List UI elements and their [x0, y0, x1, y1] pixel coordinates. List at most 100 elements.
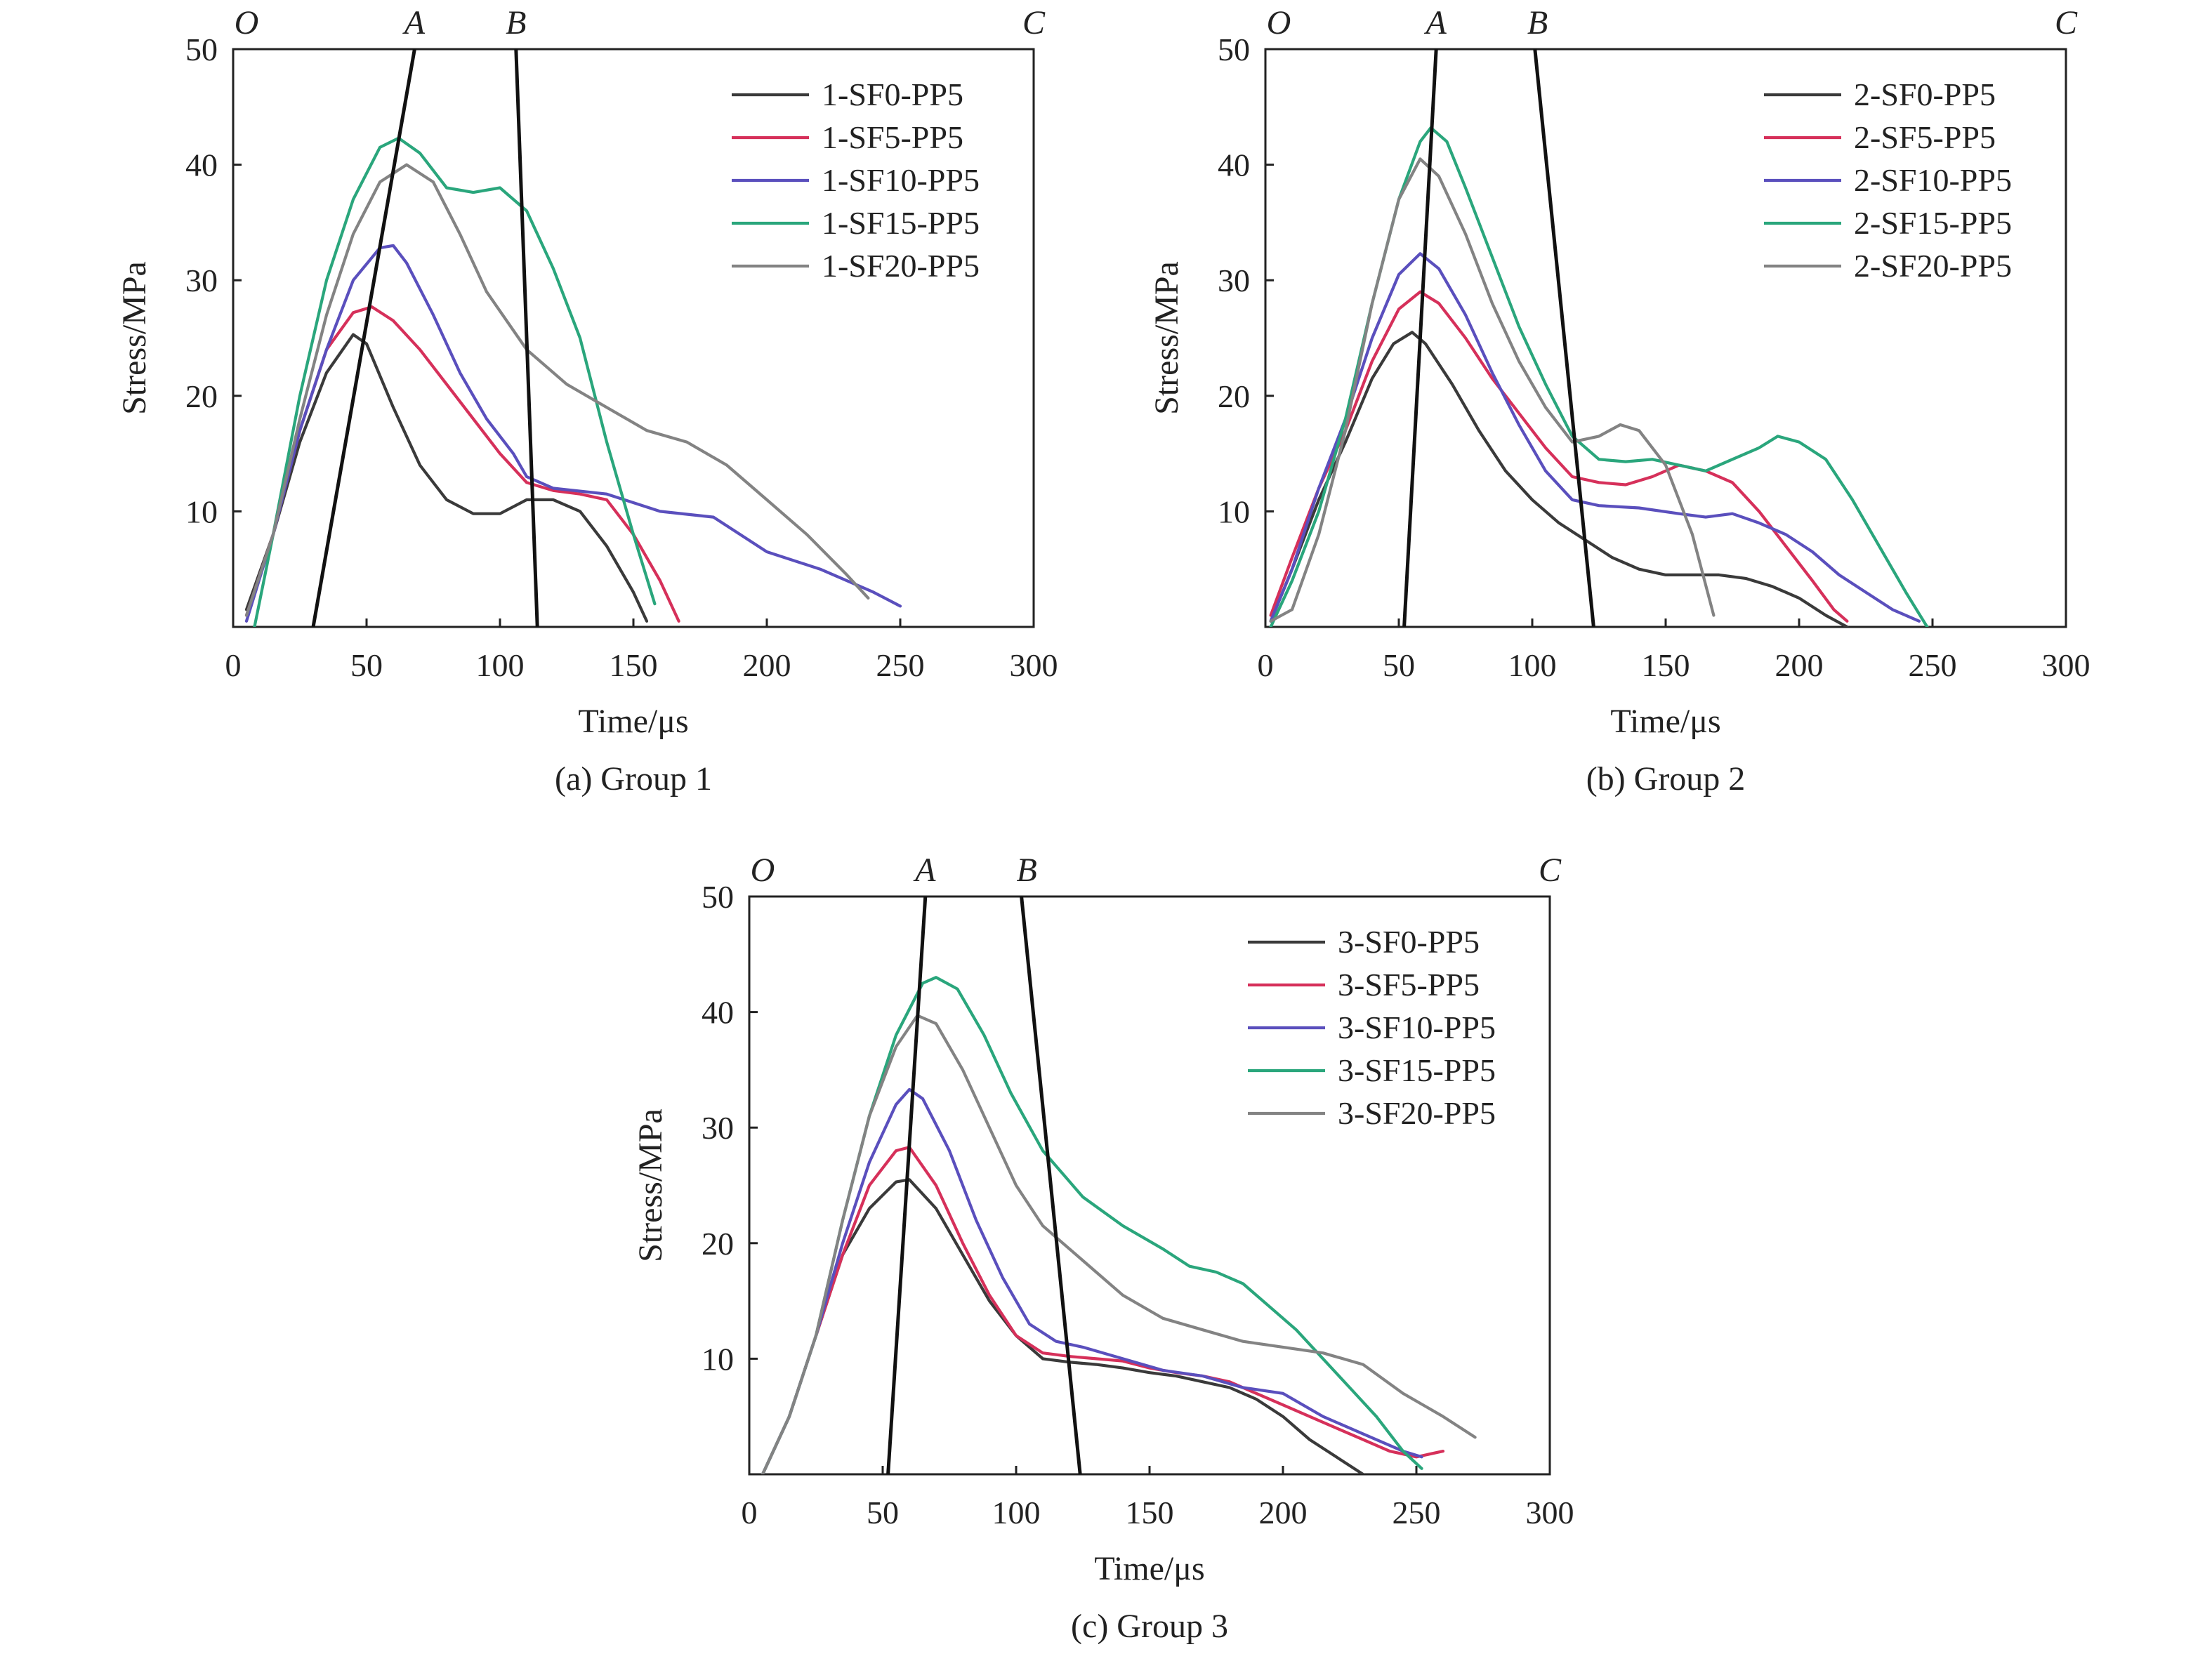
chart-panel: 0 50 100 150 200 250 300 10 20 30 40 50 Time/μs Stres…: [632, 852, 1574, 1645]
x-tick-label: 300: [2042, 647, 2091, 683]
y-tick-label: 50: [185, 32, 218, 67]
y-tick-label: 30: [185, 263, 218, 298]
stage-marker-label: A: [1424, 4, 1447, 41]
legend: 1-SF0-PP5 1-SF5-PP5 1-SF10-PP5 1-SF15-PP5 1-…: [732, 77, 980, 284]
stage-marker-label: B: [506, 4, 526, 41]
x-tick-label: 100: [1508, 647, 1557, 683]
y-tick-label: 50: [1218, 32, 1250, 67]
legend-label: 2-SF10-PP5: [1854, 162, 2012, 198]
series-line: [244, 163, 870, 617]
series-line: [761, 976, 1423, 1474]
legend-label: 2-SF5-PP5: [1854, 119, 1996, 155]
chart-panel: 0 50 100 150 200 250 300 10 20 30 40 50 Time/μs Stres…: [1148, 4, 2091, 798]
y-tick-label: 40: [1218, 147, 1250, 183]
x-axis-label: Time/μs: [1094, 1550, 1204, 1587]
legend-label: 3-SF20-PP5: [1338, 1095, 1496, 1131]
x-tick-label: 50: [350, 647, 383, 683]
x-axis-label: Time/μs: [578, 703, 688, 740]
legend-label: 3-SF0-PP5: [1338, 924, 1480, 960]
series-group: [761, 897, 1477, 1474]
x-tick-label: 300: [1010, 647, 1058, 683]
series-line: [761, 1087, 1423, 1474]
stage-marker-label: O: [1267, 4, 1291, 41]
series-line: [1269, 126, 1929, 627]
legend-label: 2-SF20-PP5: [1854, 248, 2012, 284]
legend-label: 1-SF0-PP5: [822, 77, 963, 112]
stage-marker-label: C: [1539, 852, 1562, 889]
y-tick-label: 40: [702, 995, 734, 1031]
stage-boundary-line: [1533, 49, 1595, 627]
stage-marker-label: A: [913, 852, 936, 889]
legend-label: 1-SF10-PP5: [822, 162, 980, 198]
series-line: [253, 136, 657, 627]
y-tick-label: 50: [702, 879, 734, 915]
x-tick-label: 0: [1258, 647, 1274, 683]
x-tick-label: 200: [743, 647, 791, 683]
x-tick-label: 200: [1259, 1495, 1308, 1530]
stage-marker-label: B: [1527, 4, 1548, 41]
x-tick-label: 100: [992, 1495, 1041, 1530]
legend-label: 2-SF15-PP5: [1854, 205, 2012, 241]
series-group: [244, 49, 902, 627]
series-line: [761, 1146, 1445, 1474]
y-tick-label: 10: [1218, 494, 1250, 529]
y-tick-label: 20: [185, 378, 218, 414]
y-tick-label: 30: [702, 1110, 734, 1146]
legend: 2-SF0-PP5 2-SF5-PP5 2-SF10-PP5 2-SF15-PP5 2-…: [1764, 77, 2012, 284]
chart-panel: 0 50 100 150 200 250 300 10 20 30 40 50 Time/μs Stres…: [116, 4, 1058, 798]
y-axis-label: Stress/MPa: [1148, 261, 1185, 415]
x-axis-label: Time/μs: [1610, 703, 1720, 740]
x-tick-label: 150: [1126, 1495, 1174, 1530]
series-line: [244, 244, 902, 623]
legend-label: 1-SF5-PP5: [822, 119, 963, 155]
stage-boundary-line: [514, 49, 539, 627]
series-group: [1269, 49, 1929, 627]
panel-caption: (a) Group 1: [555, 760, 712, 798]
stage-marker-label: C: [2055, 4, 2078, 41]
legend-label: 3-SF5-PP5: [1338, 967, 1480, 1003]
y-axis-label: Stress/MPa: [632, 1109, 669, 1262]
panel-caption: (c) Group 3: [1071, 1608, 1228, 1645]
series-line: [1269, 290, 1849, 623]
stage-marker-label: C: [1022, 4, 1046, 41]
y-tick-label: 10: [185, 494, 218, 529]
stage-boundary-line: [886, 897, 928, 1474]
legend: 3-SF0-PP5 3-SF5-PP5 3-SF10-PP5 3-SF15-PP5 3-…: [1248, 924, 1496, 1131]
series-line: [1269, 252, 1921, 623]
x-tick-label: 0: [742, 1495, 758, 1530]
series-line: [1269, 157, 1716, 623]
series-line: [1269, 331, 1849, 627]
series-line: [761, 1178, 1365, 1474]
y-tick-label: 40: [185, 147, 218, 183]
legend-label: 3-SF15-PP5: [1338, 1052, 1496, 1088]
legend-label: 1-SF15-PP5: [822, 205, 980, 241]
series-line: [761, 1014, 1477, 1474]
panel-caption: (b) Group 2: [1586, 760, 1746, 798]
x-tick-label: 0: [225, 647, 242, 683]
y-axis-label: Stress/MPa: [116, 261, 153, 415]
legend-label: 2-SF0-PP5: [1854, 77, 1996, 112]
y-tick-label: 20: [702, 1226, 734, 1262]
stage-marker-label: O: [235, 4, 259, 41]
stage-boundary-line: [1402, 49, 1438, 627]
stage-marker-label: O: [751, 852, 775, 889]
x-tick-label: 50: [1383, 647, 1415, 683]
x-tick-label: 50: [867, 1495, 899, 1530]
series-line: [244, 333, 649, 623]
y-tick-label: 10: [702, 1341, 734, 1377]
stage-marker-label: A: [402, 4, 426, 41]
x-tick-label: 150: [610, 647, 658, 683]
x-tick-label: 250: [876, 647, 925, 683]
stage-boundary-line: [311, 49, 416, 627]
x-tick-label: 200: [1775, 647, 1824, 683]
x-tick-label: 300: [1526, 1495, 1574, 1530]
legend-label: 3-SF10-PP5: [1338, 1010, 1496, 1045]
legend-label: 1-SF20-PP5: [822, 248, 980, 284]
y-tick-label: 30: [1218, 263, 1250, 298]
y-tick-label: 20: [1218, 378, 1250, 414]
x-tick-label: 100: [476, 647, 525, 683]
stage-marker-label: B: [1017, 852, 1037, 889]
x-tick-label: 250: [1393, 1495, 1441, 1530]
x-tick-label: 250: [1909, 647, 1957, 683]
